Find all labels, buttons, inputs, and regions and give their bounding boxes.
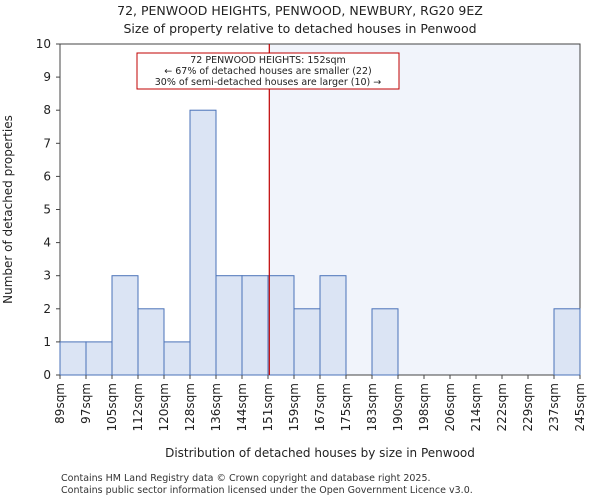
bar bbox=[215, 275, 243, 376]
bar bbox=[85, 341, 113, 376]
bar bbox=[189, 109, 217, 376]
x-tick-label: 136sqm bbox=[209, 383, 223, 431]
y-tick-label: 8 bbox=[43, 103, 51, 117]
footer-copyright: Contains HM Land Registry data © Crown c… bbox=[61, 473, 431, 484]
annotation-box bbox=[136, 52, 400, 90]
bar bbox=[163, 341, 191, 376]
bar bbox=[111, 275, 139, 376]
x-tick-label: 97sqm bbox=[79, 383, 93, 424]
y-tick-label: 0 bbox=[43, 368, 51, 382]
chart-title: 72, PENWOOD HEIGHTS, PENWOOD, NEWBURY, R… bbox=[117, 3, 483, 18]
x-tick-label: 175sqm bbox=[339, 383, 353, 431]
bar bbox=[319, 275, 347, 376]
bar bbox=[137, 308, 165, 376]
x-tick-label: 245sqm bbox=[573, 383, 587, 431]
x-tick-label: 214sqm bbox=[469, 383, 483, 431]
x-tick-label: 105sqm bbox=[105, 383, 119, 431]
x-tick-label: 112sqm bbox=[131, 383, 145, 431]
x-tick-label: 229sqm bbox=[521, 383, 535, 431]
annotation-line3: 30% of semi-detached houses are larger (… bbox=[155, 77, 382, 88]
bar bbox=[59, 341, 87, 376]
bar bbox=[241, 275, 269, 376]
x-tick-label: 89sqm bbox=[53, 383, 67, 424]
footer-licence: Contains public sector information licen… bbox=[61, 485, 473, 496]
x-tick-label: 222sqm bbox=[495, 383, 509, 431]
x-tick-label: 198sqm bbox=[417, 383, 431, 431]
x-tick-label: 151sqm bbox=[261, 383, 275, 431]
x-tick-label: 120sqm bbox=[157, 383, 171, 431]
chart-subtitle: Size of property relative to detached ho… bbox=[123, 21, 477, 36]
y-tick-label: 6 bbox=[43, 169, 51, 183]
x-tick-label: 190sqm bbox=[391, 383, 405, 431]
x-tick-label: 237sqm bbox=[547, 383, 561, 431]
x-tick-label: 159sqm bbox=[287, 383, 301, 431]
bar bbox=[267, 275, 295, 376]
y-tick-label: 2 bbox=[43, 302, 51, 316]
annotation-line2: ← 67% of detached houses are smaller (22… bbox=[164, 66, 371, 77]
y-axis-title: Number of detached properties bbox=[1, 115, 15, 304]
x-tick-label: 128sqm bbox=[183, 383, 197, 431]
x-tick-label: 206sqm bbox=[443, 383, 457, 431]
x-tick-label: 183sqm bbox=[365, 383, 379, 431]
x-tick-label: 144sqm bbox=[235, 383, 249, 431]
y-tick-label: 3 bbox=[43, 269, 51, 283]
x-tick-label: 167sqm bbox=[313, 383, 327, 431]
y-tick-label: 9 bbox=[43, 70, 51, 84]
x-axis-title: Distribution of detached houses by size … bbox=[165, 446, 475, 460]
y-tick-label: 10 bbox=[36, 37, 51, 51]
y-tick-label: 5 bbox=[43, 203, 51, 217]
y-tick-label: 7 bbox=[43, 136, 51, 150]
bar bbox=[371, 308, 399, 376]
y-tick-label: 4 bbox=[43, 236, 51, 250]
bar bbox=[293, 308, 321, 376]
y-tick-label: 1 bbox=[43, 335, 51, 349]
annotation-line1: 72 PENWOOD HEIGHTS: 152sqm bbox=[190, 55, 346, 66]
bar bbox=[553, 308, 581, 376]
